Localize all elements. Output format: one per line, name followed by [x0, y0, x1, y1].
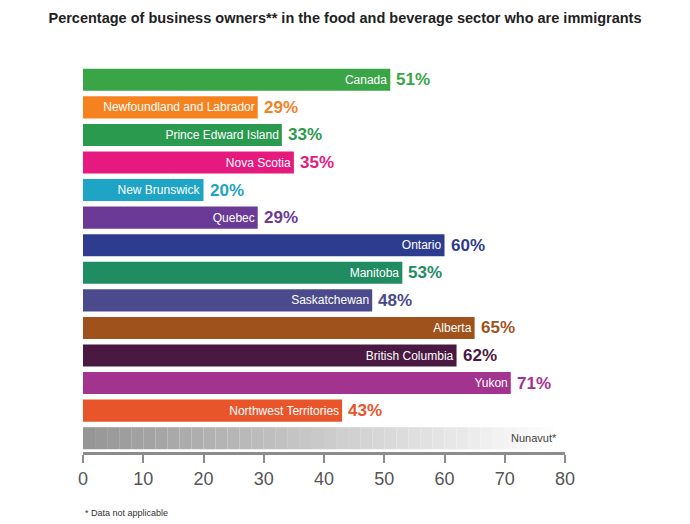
svg-text:50: 50	[374, 469, 394, 489]
svg-text:65%: 65%	[481, 318, 515, 337]
svg-text:33%: 33%	[288, 125, 322, 144]
svg-text:Nova Scotia: Nova Scotia	[226, 156, 291, 170]
svg-text:71%: 71%	[517, 374, 551, 393]
svg-text:30: 30	[254, 469, 274, 489]
svg-text:Prince Edward Island: Prince Edward Island	[165, 128, 278, 142]
svg-text:Manitoba: Manitoba	[350, 266, 400, 280]
svg-text:Saskatchewan: Saskatchewan	[291, 293, 369, 307]
svg-text:Northwest Territories: Northwest Territories	[229, 404, 339, 418]
svg-text:Canada: Canada	[345, 73, 387, 87]
svg-text:53%: 53%	[408, 263, 442, 282]
svg-text:* Data not applicable: * Data not applicable	[85, 508, 168, 518]
svg-text:20: 20	[193, 469, 213, 489]
svg-text:Alberta: Alberta	[433, 321, 471, 335]
svg-text:62%: 62%	[463, 346, 497, 365]
svg-text:Yukon: Yukon	[474, 376, 507, 390]
svg-text:New Brunswick: New Brunswick	[117, 183, 200, 197]
svg-text:35%: 35%	[300, 153, 334, 172]
svg-text:60: 60	[434, 469, 454, 489]
svg-text:British Columbia: British Columbia	[366, 349, 454, 363]
svg-text:29%: 29%	[264, 208, 298, 227]
svg-text:48%: 48%	[378, 291, 412, 310]
svg-text:43%: 43%	[348, 401, 382, 420]
svg-text:10: 10	[133, 469, 153, 489]
svg-text:60%: 60%	[451, 236, 485, 255]
svg-text:Nunavut*: Nunavut*	[511, 432, 557, 444]
svg-text:51%: 51%	[396, 70, 430, 89]
svg-text:20%: 20%	[210, 181, 244, 200]
svg-text:Newfoundland and Labrador: Newfoundland and Labrador	[103, 100, 254, 114]
svg-text:Quebec: Quebec	[213, 211, 255, 225]
svg-text:29%: 29%	[264, 98, 298, 117]
svg-text:Ontario: Ontario	[402, 238, 442, 252]
svg-text:40: 40	[314, 469, 334, 489]
svg-text:80: 80	[555, 469, 575, 489]
svg-text:Percentage of business owners*: Percentage of business owners** in the f…	[48, 10, 641, 26]
svg-text:0: 0	[78, 469, 88, 489]
svg-text:70: 70	[495, 469, 515, 489]
